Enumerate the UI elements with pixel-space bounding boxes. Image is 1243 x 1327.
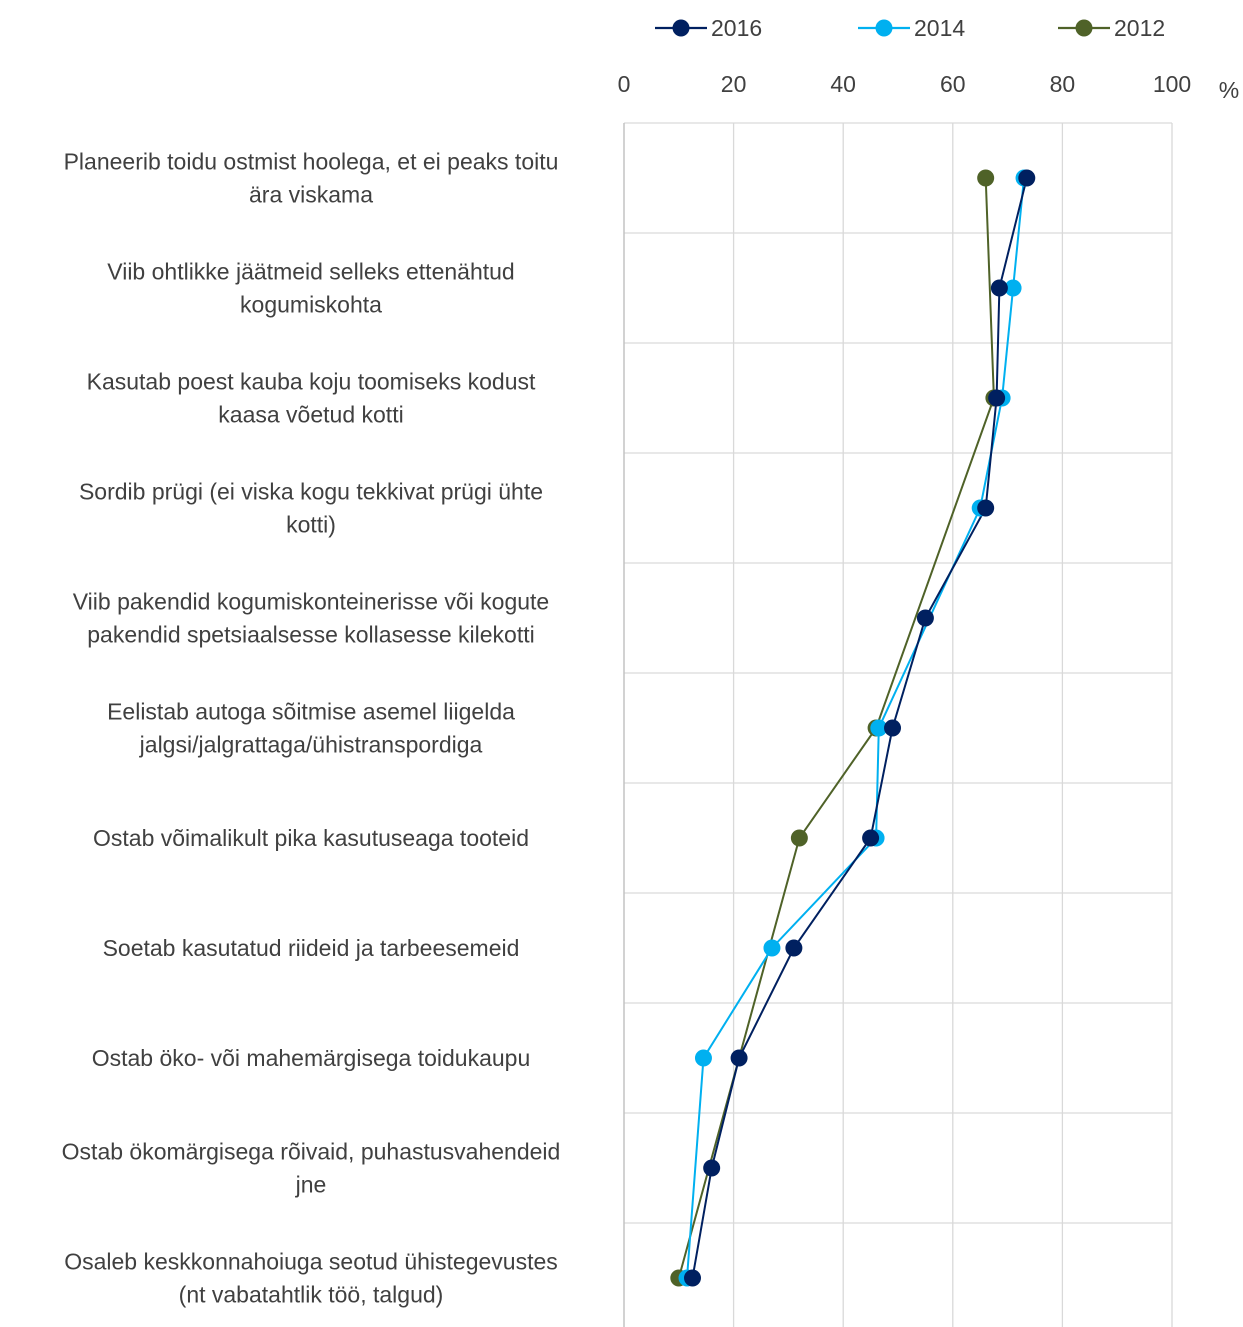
category-label: kotti) — [286, 512, 336, 538]
data-point-2016 — [977, 499, 995, 517]
category-label: Viib pakendid kogumiskonteinerisse või k… — [73, 589, 549, 615]
legend-marker — [875, 19, 893, 37]
legend-label: 2016 — [711, 15, 762, 41]
data-point-2014 — [870, 719, 888, 737]
data-point-2014 — [694, 1049, 712, 1067]
category-label: Eelistab autoga sõitmise asemel liigelda — [107, 699, 515, 725]
x-axis-unit-label: % — [1219, 77, 1239, 103]
category-label: Osaleb keskkonnahoiuga seotud ühistegevu… — [64, 1249, 558, 1275]
legend-label: 2012 — [1114, 15, 1165, 41]
data-point-2012 — [977, 169, 995, 187]
data-point-2016 — [884, 719, 902, 737]
category-label: Ostab ökomärgisega rõivaid, puhastusvahe… — [62, 1139, 561, 1165]
data-point-2016 — [785, 939, 803, 957]
category-labels: Planeerib toidu ostmist hoolega, et ei p… — [62, 149, 561, 1308]
category-label: jalgsi/jalgrattaga/ühistranspordiga — [139, 732, 483, 758]
x-tick-label: 60 — [940, 71, 966, 97]
legend: 2016 2014 2012 — [655, 15, 1165, 41]
x-tick-label: 20 — [721, 71, 747, 97]
data-point-2016 — [862, 829, 880, 847]
x-axis-ticks: 0 20 40 60 80 100 — [618, 71, 1192, 97]
category-label: jne — [295, 1172, 327, 1198]
legend-marker — [672, 19, 690, 37]
legend-item-2016: 2016 — [655, 15, 762, 41]
data-point-2016 — [730, 1049, 748, 1067]
data-point-2012 — [790, 829, 808, 847]
data-point-2016 — [684, 1269, 701, 1287]
data-point-2016 — [703, 1159, 721, 1177]
x-tick-label: 100 — [1153, 71, 1191, 97]
x-tick-label: 0 — [618, 71, 631, 97]
x-tick-label: 80 — [1050, 71, 1076, 97]
category-label: Soetab kasutatud riideid ja tarbeesemeid — [103, 935, 520, 961]
category-label: Planeerib toidu ostmist hoolega, et ei p… — [64, 149, 559, 175]
legend-label: 2014 — [914, 15, 965, 41]
series-points — [670, 169, 1036, 1287]
legend-item-2012: 2012 — [1058, 15, 1165, 41]
category-label: Ostab võimalikult pika kasutuseaga toote… — [93, 825, 529, 851]
category-label: Kasutab poest kauba koju toomiseks kodus… — [87, 369, 536, 395]
data-point-2014 — [763, 939, 781, 957]
category-label: Viib ohtlikke jäätmeid selleks ettenähtu… — [107, 259, 514, 285]
category-label: Sordib prügi (ei viska kogu tekkivat prü… — [79, 479, 543, 505]
category-label: kogumiskohta — [240, 292, 382, 318]
category-label: kaasa võetud kotti — [218, 402, 403, 428]
data-point-2016 — [916, 609, 934, 627]
data-point-2016 — [990, 279, 1008, 297]
data-point-2014 — [1004, 279, 1022, 297]
data-point-2016 — [988, 389, 1006, 407]
data-point-2016 — [1018, 169, 1036, 187]
grid — [623, 122, 1173, 1327]
legend-item-2014: 2014 — [858, 15, 965, 41]
legend-marker — [1075, 19, 1093, 37]
x-tick-label: 40 — [830, 71, 856, 97]
category-label: (nt vabatahtlik töö, talgud) — [179, 1282, 444, 1308]
category-label: Ostab öko- või mahemärgisega toidukaupu — [92, 1045, 531, 1071]
category-label: pakendid spetsiaalsesse kollasesse kilek… — [87, 622, 534, 648]
category-label: ära viskama — [249, 182, 373, 208]
